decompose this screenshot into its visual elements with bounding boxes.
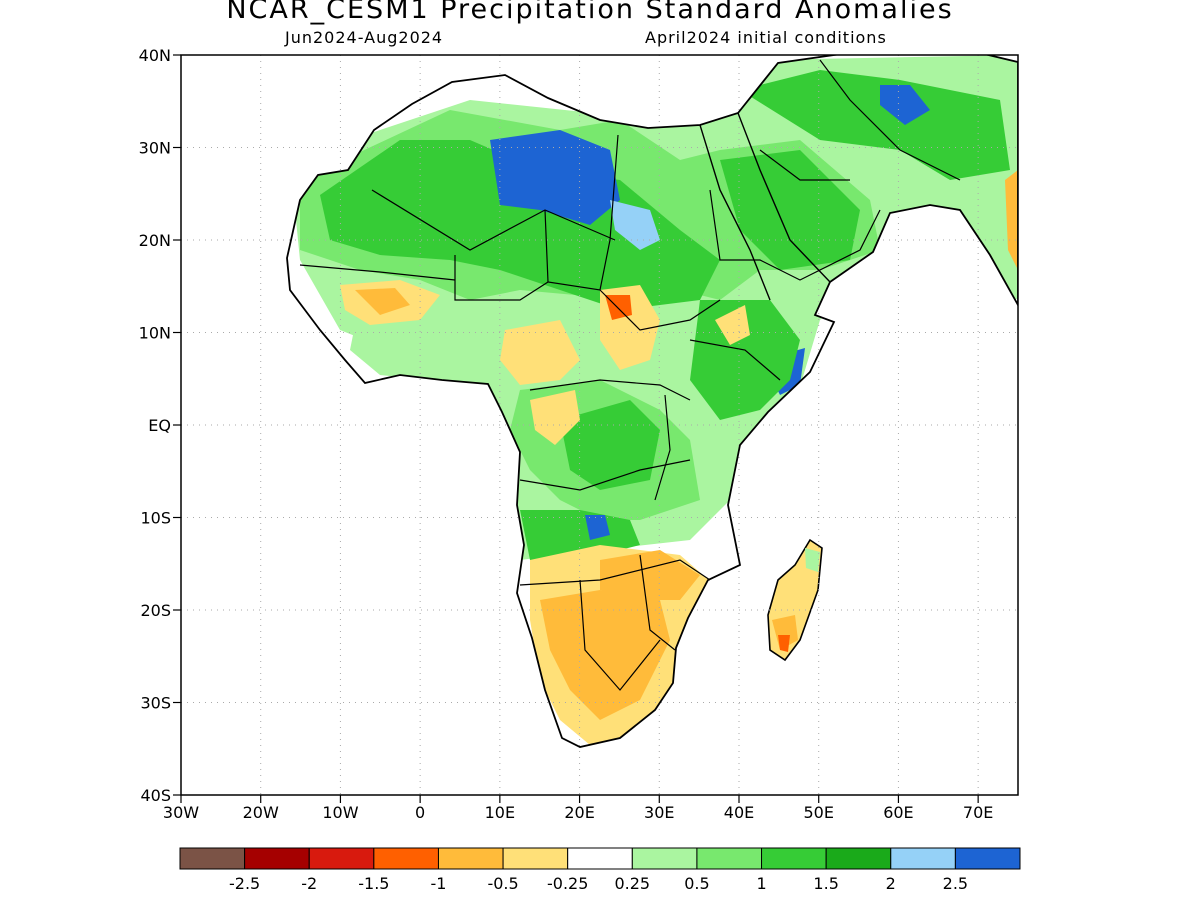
coastlines [286, 55, 1018, 748]
lon-tick-label: 30E [644, 803, 674, 822]
map-title: NCAR_CESM1 Precipitation Standard Anomal… [226, 0, 954, 25]
latitude-axis: 40N 30N 20N 10N EQ 10S 20S 30S 40S [139, 46, 181, 805]
colorbar-swatch [890, 847, 956, 870]
colorbar-label: 1 [756, 874, 766, 893]
colorbar-swatch [308, 847, 375, 870]
colorbar-swatch [954, 847, 1021, 870]
colorbar-label: 2 [886, 874, 896, 893]
colorbar-label: 0.25 [614, 874, 650, 893]
colorbar: -2.5 -2 -1.5 -1 -0.5 -0.25 0.25 0.5 1 1.5 2 2.5 [179, 847, 1021, 893]
lat-tick-label: EQ [148, 416, 171, 435]
colorbar-label: -0.25 [547, 874, 588, 893]
colorbar-label: -2.5 [229, 874, 260, 893]
lat-tick-label: 40N [139, 46, 171, 65]
lat-tick-label: 30N [139, 139, 171, 158]
colorbar-swatch [179, 847, 246, 870]
colorbar-swatch [373, 847, 439, 870]
lon-tick-label: 40E [724, 803, 754, 822]
longitude-axis: 30W 20W 10W 0 10E 20E 30E 40E 50E 60E 70E [163, 795, 993, 822]
forecast-period: Jun2024-Aug2024 [285, 28, 444, 47]
lon-tick-label: 50E [803, 803, 833, 822]
colorbar-swatch [502, 847, 569, 870]
colorbar-swatch [567, 847, 633, 870]
lat-tick-label: 20S [140, 601, 171, 620]
red-sea-coast [699, 124, 771, 301]
lon-tick-label: 0 [415, 803, 425, 822]
colorbar-label: -2 [301, 874, 317, 893]
colorbar-label: -1 [430, 874, 446, 893]
colorbar-swatch [631, 847, 698, 870]
lon-tick-label: 30W [163, 803, 199, 822]
lat-tick-label: 10N [139, 324, 171, 343]
lon-tick-label: 10E [485, 803, 515, 822]
colorbar-label: -1.5 [358, 874, 389, 893]
lon-tick-label: 20W [243, 803, 279, 822]
lon-tick-label: 10W [322, 803, 358, 822]
lat-tick-label: 40S [140, 786, 171, 805]
lon-tick-label: 70E [963, 803, 993, 822]
colorbar-label: 1.5 [813, 874, 838, 893]
country-borders [299, 59, 961, 691]
colorbar-label: 2.5 [943, 874, 968, 893]
initial-conditions: April2024 initial conditions [645, 28, 887, 47]
lat-tick-label: 20N [139, 231, 171, 250]
lat-tick-label: 10S [140, 509, 171, 528]
arabia-coast [737, 112, 831, 283]
colorbar-label: 0.5 [684, 874, 709, 893]
lon-tick-label: 60E [883, 803, 913, 822]
colorbar-swatch [244, 847, 310, 870]
colorbar-swatch [696, 847, 763, 870]
colorbar-swatch [761, 847, 827, 870]
colorbar-label: -0.5 [487, 874, 518, 893]
colorbar-swatch [825, 847, 892, 870]
lat-tick-label: 30S [140, 694, 171, 713]
lon-tick-label: 20E [564, 803, 594, 822]
colorbar-swatch [437, 847, 504, 870]
